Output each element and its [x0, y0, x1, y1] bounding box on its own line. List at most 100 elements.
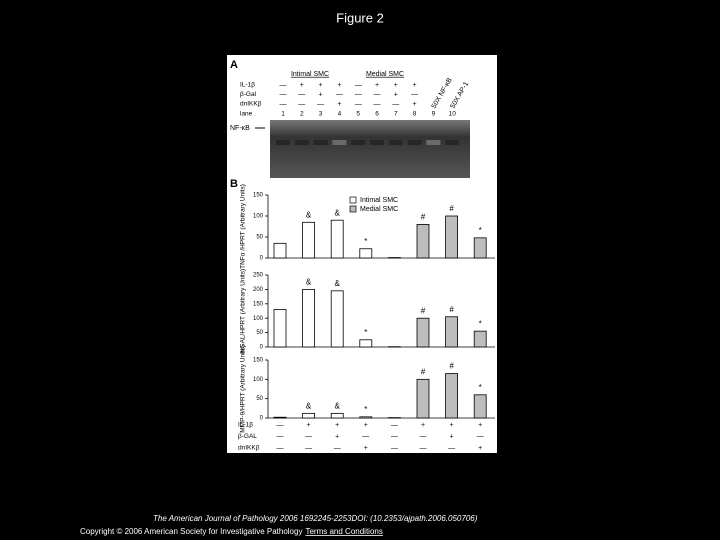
lane-number: 6	[375, 111, 379, 118]
condition-sign: +	[450, 433, 454, 440]
bar-annotation: #	[449, 305, 454, 314]
condition-sign: —	[391, 445, 398, 452]
bar	[273, 309, 287, 348]
bar-annotation: &	[335, 401, 341, 410]
condition-sign: +	[319, 91, 323, 98]
condition-sign: —	[277, 445, 284, 452]
bar	[302, 221, 316, 259]
condition-sign: —	[336, 91, 343, 98]
gel-image	[270, 120, 470, 178]
lane-number: 10	[449, 111, 457, 118]
slide-title: Figure 2	[336, 10, 384, 25]
bar	[473, 237, 487, 259]
row-label: dnIKKβ	[238, 445, 260, 452]
condition-sign: —	[277, 433, 284, 440]
condition-sign: +	[337, 82, 341, 89]
gel-band	[426, 140, 441, 145]
legend-label: Medial SMC	[360, 206, 398, 213]
bar-annotation: &	[306, 278, 312, 287]
copyright: Copyright © 2006 American Society for In…	[80, 527, 302, 536]
y-tick-label: 250	[253, 273, 264, 279]
bar	[445, 316, 459, 348]
y-tick-label: 150	[253, 301, 264, 307]
condition-sign: +	[375, 82, 379, 89]
y-tick-label: 150	[253, 358, 264, 364]
bar	[302, 288, 316, 348]
gel-band	[332, 140, 347, 145]
bar-annotation: #	[421, 213, 426, 222]
lane-number: 2	[300, 111, 304, 118]
condition-sign: —	[391, 422, 398, 429]
bar-annotation: &	[335, 279, 341, 288]
lane-number: 5	[356, 111, 360, 118]
bar-annotation: #	[421, 367, 426, 376]
gel-band	[276, 140, 290, 145]
y-tick-label: 0	[260, 256, 264, 262]
condition-sign: —	[392, 101, 399, 108]
y-axis-label: MMP-9/HPRT (Arbitrary Units)	[240, 345, 247, 433]
bar	[273, 242, 287, 259]
bar	[445, 215, 459, 259]
bar	[302, 412, 316, 419]
condition-sign: +	[394, 91, 398, 98]
condition-sign: —	[391, 433, 398, 440]
condition-sign: —	[420, 445, 427, 452]
condition-sign: —	[280, 82, 287, 89]
condition-sign: +	[300, 82, 304, 89]
bar	[330, 412, 344, 419]
terms-link[interactable]: Terms and Conditions	[305, 527, 382, 536]
panel-label: B	[230, 178, 238, 190]
row-label: IL-1β	[240, 82, 255, 89]
bar	[273, 416, 287, 419]
y-tick-label: 100	[253, 377, 264, 383]
condition-sign: —	[355, 82, 362, 89]
citation: The American Journal of Pathology 2006 1…	[153, 514, 478, 523]
gel-band	[445, 140, 460, 145]
condition-sign: +	[335, 433, 339, 440]
row-label: β-Gal	[240, 91, 257, 98]
y-axis-label: NGAL/HPRT (Arbitrary Units)	[240, 269, 247, 353]
condition-sign: —	[411, 91, 418, 98]
condition-sign: —	[420, 433, 427, 440]
condition-sign: +	[364, 445, 368, 452]
condition-sign: —	[374, 101, 381, 108]
condition-sign: +	[478, 422, 482, 429]
row-label: IL-1β	[238, 422, 253, 429]
gel-band	[294, 140, 309, 145]
bar	[330, 219, 344, 259]
bar	[416, 378, 430, 419]
condition-sign: +	[307, 422, 311, 429]
y-axis-label: TNFα /HPRT (Arbitrary Units)	[240, 184, 247, 269]
bar-annotation: &	[335, 208, 341, 217]
y-tick-label: 0	[260, 416, 264, 422]
bar	[473, 394, 487, 419]
bar	[416, 223, 430, 259]
condition-sign: —	[355, 101, 362, 108]
y-tick-label: 50	[256, 235, 263, 241]
bar-annotation: *	[479, 319, 482, 328]
bar-annotation: #	[449, 362, 454, 371]
y-tick-label: 50	[256, 330, 263, 336]
bar	[445, 373, 459, 419]
condition-sign: +	[413, 101, 417, 108]
condition-sign: +	[413, 82, 417, 89]
condition-sign: —	[305, 445, 312, 452]
bar-annotation: &	[306, 210, 312, 219]
legend-swatch	[349, 196, 357, 204]
condition-sign: +	[335, 422, 339, 429]
row-label: dnIKKβ	[240, 101, 262, 108]
bar-annotation: &	[306, 401, 312, 410]
condition-sign: +	[421, 422, 425, 429]
bar	[359, 416, 373, 419]
condition-sign: +	[394, 82, 398, 89]
gel-band	[370, 140, 384, 145]
y-tick-label: 0	[260, 345, 264, 351]
bar-annotation: *	[479, 226, 482, 235]
band-label: NF-κB	[230, 125, 250, 132]
bar-annotation: *	[364, 237, 367, 246]
y-tick-label: 100	[253, 214, 264, 220]
condition-sign: +	[337, 101, 341, 108]
gel-band	[351, 140, 366, 145]
y-tick-label: 200	[253, 287, 264, 293]
